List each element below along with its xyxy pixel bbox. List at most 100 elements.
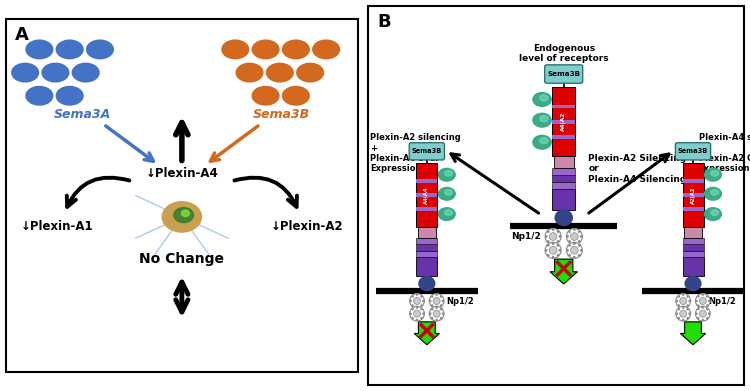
Ellipse shape [711,170,718,176]
FancyArrow shape [550,259,578,284]
Circle shape [698,317,700,319]
Circle shape [431,295,433,298]
Ellipse shape [445,170,452,176]
Bar [682,207,703,211]
Bar [682,257,703,276]
Circle shape [695,312,698,315]
Circle shape [706,304,709,307]
Bar [552,87,575,156]
Ellipse shape [42,63,69,82]
Circle shape [686,308,689,310]
Circle shape [698,295,700,298]
Circle shape [429,294,444,308]
Text: B: B [377,13,391,32]
Circle shape [701,319,704,321]
Circle shape [429,300,431,302]
Circle shape [682,306,685,308]
Circle shape [545,249,548,252]
Circle shape [411,317,414,319]
Ellipse shape [283,40,309,59]
Bar [416,257,437,276]
Circle shape [580,235,583,238]
Circle shape [698,304,700,307]
Circle shape [568,230,571,233]
Circle shape [573,242,576,245]
FancyBboxPatch shape [410,143,445,160]
Ellipse shape [540,116,548,122]
Circle shape [547,230,550,233]
Circle shape [552,242,554,245]
Circle shape [680,310,687,317]
Circle shape [568,254,571,256]
Text: Plexin-A4 silencing
+
Plexin-A2 Over
Expression: Plexin-A4 silencing + Plexin-A2 Over Exp… [699,133,750,173]
Circle shape [420,308,423,310]
Circle shape [566,242,582,258]
Ellipse shape [222,40,249,59]
Circle shape [677,304,680,307]
Bar [682,163,703,227]
Ellipse shape [266,63,293,82]
Circle shape [695,300,698,302]
Text: A2|A2: A2|A2 [691,187,695,204]
Bar [682,194,703,197]
Circle shape [440,308,442,310]
Circle shape [676,306,691,321]
Text: Np1/2: Np1/2 [446,297,473,306]
Text: Sema3B: Sema3B [412,148,442,154]
Ellipse shape [236,63,263,82]
Bar [416,238,437,244]
Circle shape [410,306,424,321]
Text: Sema3B: Sema3B [678,148,708,154]
Ellipse shape [439,187,455,200]
Circle shape [411,304,414,307]
Ellipse shape [533,113,551,127]
Ellipse shape [540,138,548,144]
Circle shape [677,295,680,298]
Circle shape [549,233,557,240]
Circle shape [547,240,550,243]
Circle shape [411,295,414,298]
Circle shape [442,312,444,315]
Bar [682,238,703,244]
Circle shape [677,317,680,319]
Circle shape [420,317,423,319]
Circle shape [440,295,442,298]
Circle shape [706,308,709,310]
Bar [682,179,703,183]
Text: Sema3B: Sema3B [253,108,310,121]
Bar [552,168,575,175]
Circle shape [556,240,560,243]
Circle shape [706,317,709,319]
Circle shape [549,246,557,254]
Text: A: A [14,26,28,44]
Circle shape [545,235,548,238]
Circle shape [559,235,561,238]
Ellipse shape [439,169,455,181]
Circle shape [436,319,438,321]
Circle shape [559,249,561,252]
Ellipse shape [533,135,551,149]
Circle shape [410,300,412,302]
Text: Endogenous
level of receptors: Endogenous level of receptors [519,43,608,63]
Circle shape [433,298,440,305]
Circle shape [568,244,571,247]
Ellipse shape [711,190,718,195]
Circle shape [410,294,424,308]
Ellipse shape [72,63,99,82]
Text: No Change: No Change [140,253,224,267]
Circle shape [701,306,704,308]
Ellipse shape [56,40,83,59]
Bar [552,105,575,108]
Bar [552,175,575,182]
Circle shape [566,228,582,244]
Circle shape [686,304,689,307]
Circle shape [699,298,706,305]
Ellipse shape [704,208,722,221]
Text: A4|A4: A4|A4 [424,186,429,204]
Bar [416,179,437,183]
Circle shape [436,293,438,296]
Circle shape [545,242,561,258]
Text: Sema3A: Sema3A [53,108,111,121]
FancyArrow shape [680,322,706,345]
Circle shape [552,242,554,245]
